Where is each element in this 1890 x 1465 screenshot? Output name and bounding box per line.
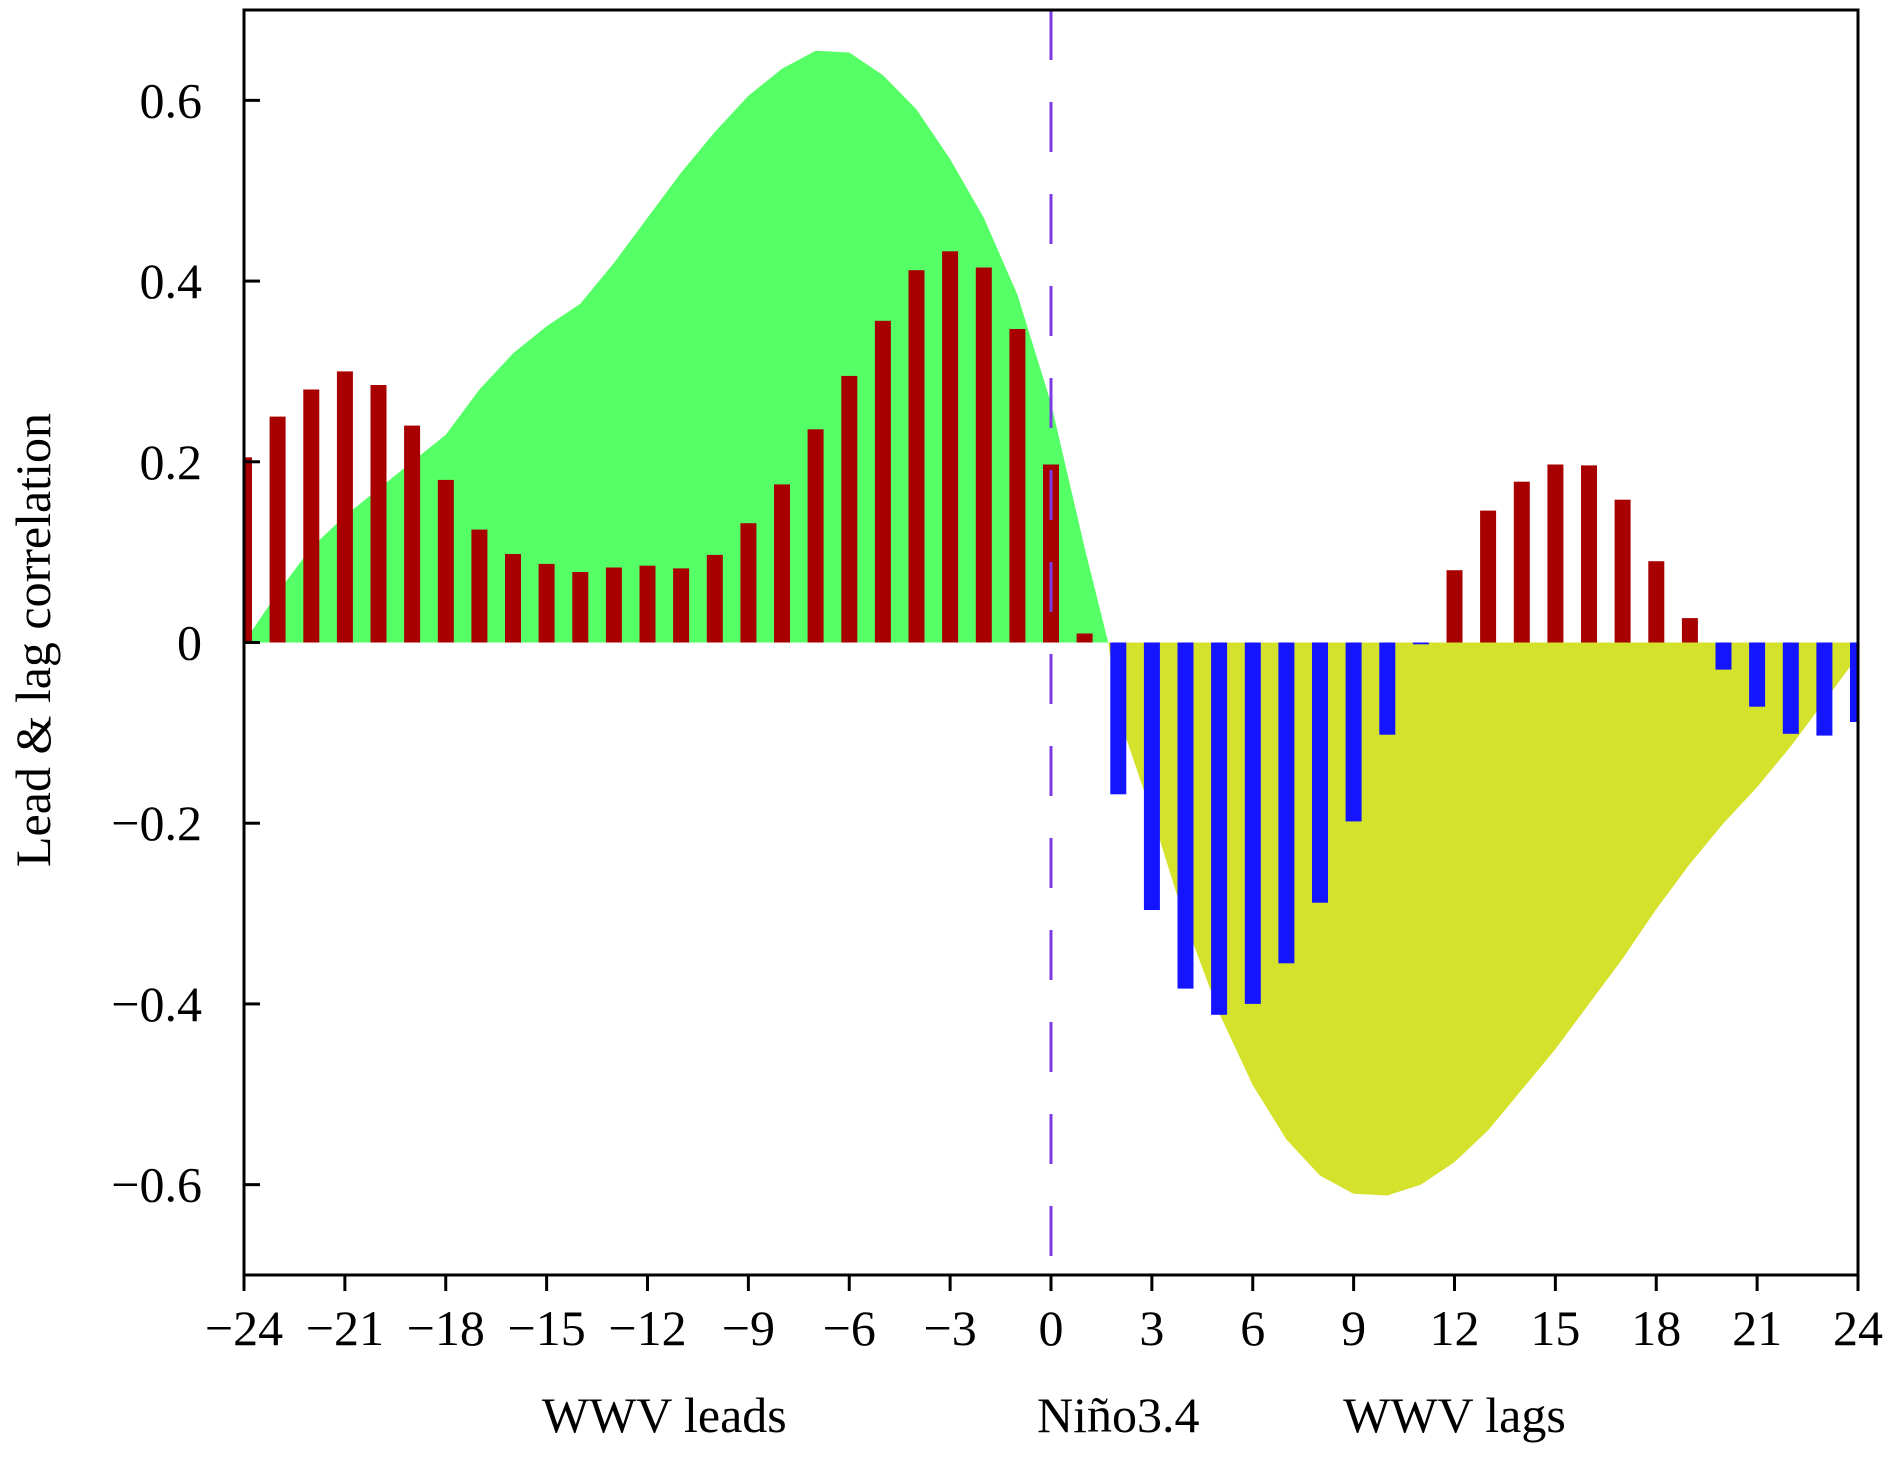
correlation-area-1 [1108,642,1858,1196]
correlation-bar [303,389,320,643]
correlation-bar [942,251,959,643]
correlation-bar [807,429,824,643]
correlation-bar [1581,465,1597,643]
correlation-bar [1782,642,1799,734]
correlation-bar [639,565,656,643]
x-tick-label: 12 [1430,1300,1480,1356]
correlation-bar [740,523,757,643]
correlation-bar [1043,464,1059,643]
correlation-bar [1850,642,1858,722]
correlation-bar [1715,642,1732,670]
correlation-bar [1177,642,1194,989]
y-tick-label: 0.4 [140,253,203,309]
correlation-bar [605,567,622,643]
x-axis-ticks: −24 −21 −18 −15 −12 −9 −6 −3 0 3 6 9 12 15 18 21 24 [205,1275,1883,1356]
correlation-bar [1110,642,1127,795]
correlation-bar [370,385,387,643]
y-axis-ticks: −0.6 −0.4 −0.2 0 0.2 0.4 0.6 [111,72,260,1213]
correlation-bar [336,371,353,643]
correlation-bar [1278,642,1295,964]
x-tick-label: −12 [608,1300,686,1356]
x-tick-label: 0 [1039,1300,1064,1356]
correlation-bar [975,267,992,643]
correlation-bar [269,416,286,643]
correlation-bar [505,554,521,643]
x-tick-label: −18 [407,1300,485,1356]
correlation-bar [1379,642,1396,735]
group-label-wwv-lags: WWV lags [1343,1387,1566,1443]
x-tick-label: 24 [1833,1300,1883,1356]
y-tick-label: 0 [177,615,202,671]
correlation-bar [908,270,925,643]
correlation-bar [1345,642,1362,822]
x-tick-label: 3 [1139,1300,1164,1356]
correlation-bar [1412,642,1429,645]
correlation-area-0 [244,50,1109,643]
group-label-wwv-leads: WWV leads [542,1387,787,1443]
correlation-bar [404,425,421,643]
correlation-bar [437,479,454,643]
correlation-bar [1446,570,1463,643]
y-tick-label: −0.6 [111,1157,202,1213]
correlation-bar [1211,642,1228,1015]
correlation-bar [1143,642,1160,910]
correlation-bar [1312,642,1328,903]
x-tick-label: −15 [508,1300,586,1356]
correlation-bar [1816,642,1833,736]
correlation-bar [673,568,690,643]
correlation-bar [1614,499,1631,643]
correlation-bar [1648,561,1665,643]
y-axis-label: Lead & lag correlation [5,413,61,867]
x-tick-label: 18 [1631,1300,1681,1356]
x-tick-label: 21 [1732,1300,1782,1356]
correlation-bar [1480,510,1497,643]
correlation-bar [538,563,555,643]
y-tick-label: 0.2 [140,434,203,490]
x-group-labels: WWV leads Niño3.4 WWV lags [542,1387,1566,1443]
correlation-bar-layer [244,251,1858,1015]
x-tick-label: −3 [924,1300,977,1356]
correlation-bar [841,375,858,643]
x-tick-label: 6 [1240,1300,1265,1356]
correlation-bar [1681,618,1698,643]
x-tick-label: −6 [823,1300,876,1356]
correlation-bar [1076,633,1093,643]
correlation-bar [1513,481,1530,643]
correlation-bar [1749,642,1766,707]
x-tick-label: 15 [1530,1300,1580,1356]
correlation-bar [874,320,891,643]
y-tick-label: −0.4 [111,976,202,1032]
y-tick-label: 0.6 [140,72,203,128]
x-tick-label: −21 [306,1300,384,1356]
correlation-bar [1009,329,1026,643]
correlation-bar [1244,642,1261,1004]
group-label-nino34: Niño3.4 [1037,1387,1200,1443]
correlation-bar [706,554,723,643]
correlation-bar [1547,464,1564,643]
correlation-bar [774,484,790,643]
correlation-bar [471,529,488,643]
x-tick-label: 9 [1341,1300,1366,1356]
correlation-bar [572,572,589,643]
y-tick-label: −0.2 [111,795,202,851]
correlation-area-layer [244,50,1858,1196]
correlation-bar [244,457,252,643]
x-tick-label: −9 [722,1300,775,1356]
x-tick-label: −24 [205,1300,283,1356]
